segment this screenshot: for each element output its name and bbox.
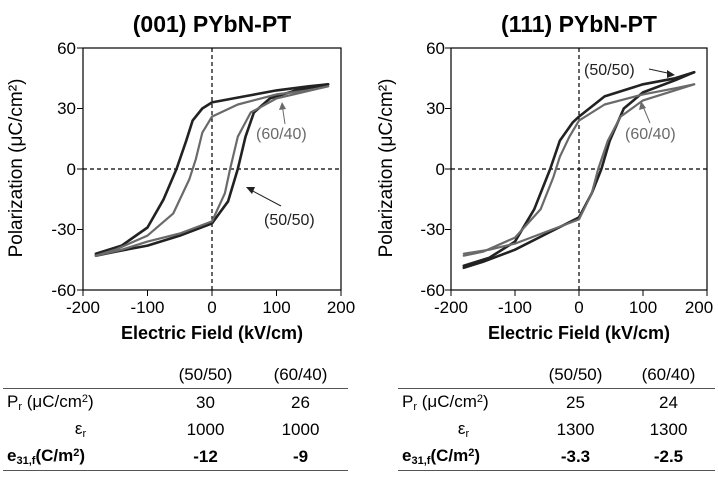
table-cell: 30 [158, 388, 253, 416]
arrowhead [279, 102, 286, 110]
ytick-label: 30 [426, 99, 445, 118]
series-line-lower [462, 83, 696, 255]
column-header: (50/50) [548, 364, 603, 384]
properties-table-111: (50/50) (60/40) Pr (μC/cm2) 25 24 εr 130… [398, 361, 715, 471]
table-cell: 1300 [649, 419, 688, 439]
table-cell: 26 [253, 388, 348, 416]
table-cell: 1300 [556, 419, 595, 439]
xtick-label: 100 [262, 298, 290, 317]
tick-marks [445, 47, 708, 296]
row-label: εr [457, 419, 470, 440]
annotation-50-50: (50/50) [584, 62, 635, 79]
table-row: εr 1000 1000 [3, 416, 348, 443]
ytick-label: 60 [426, 39, 445, 58]
annotation-60-40: (60/40) [625, 126, 676, 143]
column-header: (60/40) [641, 364, 696, 384]
xtick-label: -200 [66, 298, 100, 317]
row-label: Pr (μC/cm2) [3, 388, 158, 416]
ytick-label: 0 [436, 160, 445, 179]
xtick-label: 0 [574, 298, 583, 317]
table-cell: 1000 [281, 419, 320, 439]
ytick-label: -30 [51, 220, 76, 239]
table-row: e31,f(C/m2) -12 -9 [3, 443, 348, 471]
table-cell: -12 [158, 443, 253, 471]
series-line-upper [94, 83, 330, 255]
annotation-60-40: (60/40) [256, 126, 307, 143]
ytick-label: 30 [57, 99, 76, 118]
chart-111: (111) PYbN-PT -60 -30 0 30 60 -200 -100 … [376, 11, 713, 343]
y-axis-label: Polarization (μC/cm²) [6, 79, 27, 258]
zero-lines [83, 48, 341, 290]
series-group [94, 83, 330, 257]
chart-title: (001) PYbN-PT [133, 11, 291, 37]
arrowhead [639, 101, 646, 110]
series-line-upper [94, 85, 330, 257]
ytick-label: -30 [420, 220, 445, 239]
column-header: (50/50) [178, 364, 233, 384]
column-header: (60/40) [273, 364, 328, 384]
table-cell: -3.3 [529, 443, 622, 471]
table-cell: -2.5 [622, 443, 715, 471]
table-row: εr 1300 1300 [398, 416, 715, 443]
row-label: e31,f(C/m2) [3, 443, 158, 471]
table-cell: -9 [253, 443, 348, 471]
zero-lines [451, 48, 707, 290]
x-axis-label: Electric Field (kV/cm) [121, 323, 303, 343]
annotation-50-50: (50/50) [264, 212, 315, 229]
table-cell: 24 [622, 388, 715, 416]
xtick-label: -200 [434, 298, 468, 317]
tick-marks [77, 47, 342, 296]
arrowhead [246, 187, 255, 194]
annotation-arrow [248, 188, 282, 207]
series-line-upper [462, 83, 696, 257]
series-group [462, 70, 696, 270]
table-row: Pr (μC/cm2) 25 24 [398, 388, 715, 416]
ytick-label: -60 [420, 281, 445, 300]
table-row: Pr (μC/cm2) 30 26 [3, 388, 348, 416]
ytick-label: 60 [57, 39, 76, 58]
xtick-label: 0 [207, 298, 216, 317]
table-header-row: (50/50) (60/40) [3, 361, 348, 389]
table-header-row: (50/50) (60/40) [398, 361, 715, 389]
xtick-label: 100 [629, 298, 657, 317]
xtick-label: -100 [498, 298, 532, 317]
series-line-lower [94, 83, 330, 257]
y-axis-label: Polarization (μC/cm²) [376, 79, 397, 258]
row-label: e31,f(C/m2) [398, 443, 529, 471]
x-axis-label: Electric Field (kV/cm) [488, 323, 670, 343]
ytick-label: 0 [67, 160, 76, 179]
xtick-label: -100 [130, 298, 164, 317]
xtick-label: 200 [685, 298, 713, 317]
row-label: Pr (μC/cm2) [398, 388, 529, 416]
table-row: e31,f(C/m2) -3.3 -2.5 [398, 443, 715, 471]
xtick-label: 200 [327, 298, 355, 317]
arrowhead [667, 70, 675, 78]
row-label: εr [74, 419, 87, 440]
properties-table-001: (50/50) (60/40) Pr (μC/cm2) 30 26 εr 100… [3, 361, 348, 471]
chart-title: (111) PYbN-PT [501, 11, 657, 37]
chart-001: (001) PYbN-PT -60 -30 0 30 60 -200 -100 … [6, 11, 355, 343]
series-line-lower [462, 70, 696, 270]
table-cell: 1000 [186, 419, 225, 439]
ytick-label: -60 [51, 281, 76, 300]
series-line-lower [94, 85, 330, 257]
table-cell: 25 [529, 388, 622, 416]
